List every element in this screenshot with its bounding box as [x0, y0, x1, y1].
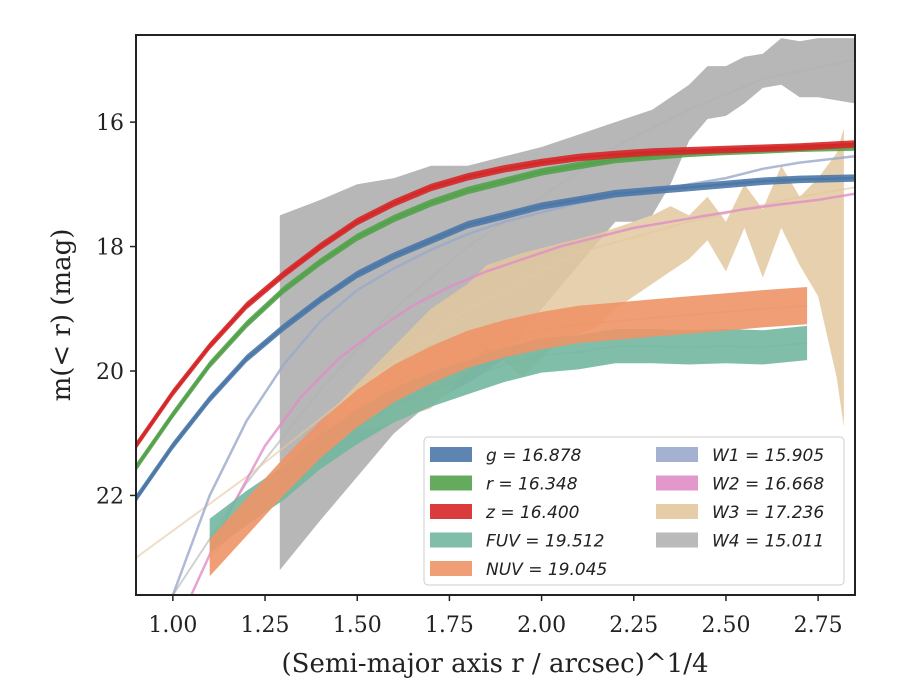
- x-tick-label: 2.50: [701, 613, 750, 638]
- x-tick-label: 1.00: [148, 613, 197, 638]
- legend-swatch-fuv: [430, 532, 472, 548]
- series-w2-line: [190, 192, 855, 595]
- series-nuv-line: [209, 304, 808, 559]
- legend-swatch-w3: [656, 504, 698, 519]
- x-tick-label: 1.25: [241, 613, 290, 638]
- legend-swatch-z: [430, 504, 472, 519]
- y-tick-label: 22: [96, 484, 124, 509]
- series-w1-line: [171, 155, 855, 595]
- legend-label-nuv: NUV = 19.045: [486, 560, 607, 580]
- legend-label-r: r = 16.348: [486, 475, 578, 495]
- x-tick-label: 2.75: [794, 613, 843, 638]
- legend-label-w1: W1 = 15.905: [712, 446, 824, 466]
- y-tick-label: 16: [96, 111, 124, 136]
- legend-label-w2: W2 = 16.668: [712, 475, 824, 495]
- legend-swatch-w2: [656, 475, 698, 491]
- legend-label-g: g = 16.878: [486, 446, 582, 466]
- series-nuv-band: [209, 287, 808, 577]
- legend-label-w3: W3 = 17.236: [712, 503, 824, 523]
- axes-frame: [135, 34, 856, 596]
- legend-label-z: z = 16.400: [485, 503, 579, 523]
- x-axis-label: (Semi-major axis r / arcsec)^1/4: [281, 649, 708, 679]
- x-tick-label: 2.25: [609, 613, 658, 638]
- legend-label-w4: W4 = 15.011: [712, 532, 824, 552]
- y-tick-label: 18: [96, 236, 124, 261]
- plot-area: [136, 38, 855, 595]
- legend-swatch-g: [430, 447, 472, 462]
- legend-box: [423, 436, 845, 586]
- y-axis: 16 18 20 22: [96, 111, 136, 509]
- x-tick-label: 2.00: [517, 613, 566, 638]
- y-axis-label: m(< r) (mag): [47, 229, 77, 402]
- legend-label-fuv: FUV = 19.512: [486, 532, 604, 552]
- series-z-line: [136, 142, 855, 447]
- x-tick-label: 1.75: [425, 613, 474, 638]
- y-tick-label: 20: [96, 360, 124, 385]
- legend: g = 16.878 r = 16.348 z = 16.400 FUV = 19.5…: [423, 436, 845, 586]
- series-w4-band: [279, 38, 855, 571]
- x-axis: 1.00 1.25 1.50 1.75 2.00 2.25 2.50 2.75: [148, 595, 843, 638]
- x-tick-label: 1.50: [333, 613, 382, 638]
- legend-swatch-r: [430, 475, 472, 491]
- legend-swatch-w4: [656, 532, 698, 548]
- series-w3-model-line: [136, 186, 855, 559]
- series-g-line: [136, 176, 855, 500]
- legend-swatch-w1: [656, 447, 698, 462]
- legend-swatch-nuv: [430, 561, 472, 576]
